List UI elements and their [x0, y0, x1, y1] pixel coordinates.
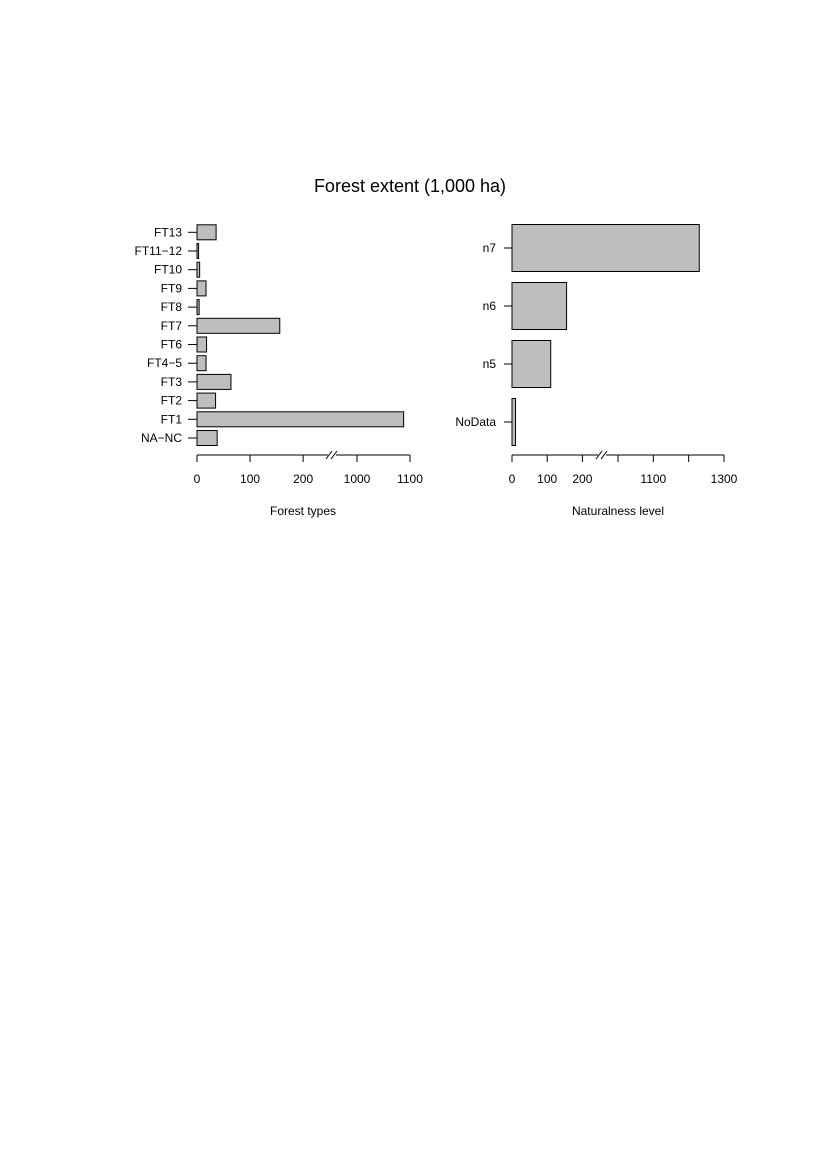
x-tick-label: 1000 [344, 472, 371, 486]
figure-title: Forest extent (1,000 ha) [314, 176, 506, 196]
naturalness-xlabel: Naturalness level [572, 504, 664, 518]
forest-types-panel: 0 100 200 1000 1100 NA−NC FT1 FT2 FT3 FT4−5 FT6 FT… [135, 224, 423, 518]
category-label: FT2 [161, 394, 183, 408]
category-label: FT7 [161, 319, 183, 333]
x-tick-label: 1100 [397, 472, 423, 486]
bar [511, 224, 700, 272]
forest-types-xlabel: Forest types [270, 504, 336, 518]
bar [511, 282, 568, 330]
category-label: FT4−5 [147, 356, 182, 370]
category-label: FT9 [161, 281, 183, 295]
naturalness-category-labels: NoData n5 n6 n7 [455, 241, 512, 429]
bar [196, 243, 200, 259]
x-tick-label: 0 [509, 472, 516, 486]
forest-types-category-labels: NA−NC FT1 FT2 FT3 FT4−5 FT6 FT7 FT8 FT9 FT10 FT11−… [135, 225, 197, 445]
category-label: n5 [483, 357, 497, 371]
x-tick-label: 1300 [711, 472, 738, 486]
axis-break-mark [595, 450, 603, 460]
category-label: FT3 [161, 375, 183, 389]
bar [196, 299, 200, 316]
bar [196, 373, 232, 390]
x-tick-label: 200 [293, 472, 313, 486]
naturalness-bars [511, 224, 700, 446]
category-label: NoData [455, 415, 496, 429]
category-label: n6 [483, 299, 497, 313]
category-label: FT6 [161, 338, 183, 352]
category-label: FT11−12 [135, 244, 183, 258]
forest-types-bars [196, 224, 405, 446]
bar [196, 280, 207, 297]
naturalness-panel: 0 100 200 1100 1300 NoData n5 n6 n7 Naturalness… [455, 224, 738, 518]
bar [196, 355, 207, 372]
category-label: NA−NC [141, 431, 182, 445]
bar [196, 317, 281, 334]
bar [196, 336, 208, 353]
category-label: n7 [483, 241, 497, 255]
bar [196, 430, 218, 446]
naturalness-axis: 0 100 200 1100 1300 [509, 450, 738, 486]
axis-break-mark [325, 450, 333, 460]
axis-break-mark [600, 450, 608, 460]
category-label: FT13 [154, 225, 182, 239]
bar [196, 224, 217, 241]
bar [196, 261, 201, 278]
category-label: FT1 [161, 412, 183, 426]
category-label: FT10 [154, 263, 182, 277]
bar [196, 411, 405, 428]
category-label: FT8 [161, 300, 183, 314]
x-tick-label: 100 [537, 472, 557, 486]
x-tick-label: 0 [194, 472, 201, 486]
bar [196, 392, 217, 409]
bar [511, 340, 552, 388]
axis-break-mark [330, 450, 338, 460]
x-tick-label: 1100 [640, 472, 666, 486]
bar [511, 398, 517, 446]
forest-types-axis: 0 100 200 1000 1100 [194, 450, 423, 486]
x-tick-label: 100 [240, 472, 260, 486]
x-tick-label: 200 [572, 472, 592, 486]
